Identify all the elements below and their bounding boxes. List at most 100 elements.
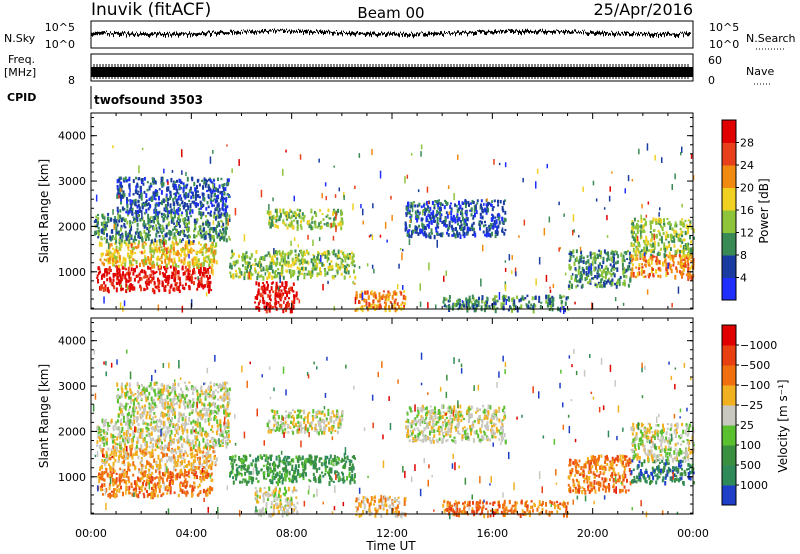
data-cell (118, 264, 120, 268)
nsky-sample (331, 31, 332, 33)
data-cell (420, 205, 423, 209)
data-cell (248, 256, 251, 259)
data-cell (302, 267, 305, 272)
data-cell (634, 257, 637, 262)
data-cell (197, 276, 199, 280)
data-cell (287, 254, 290, 260)
data-cell (448, 223, 451, 228)
nsky-sample (609, 32, 610, 35)
data-cell (151, 249, 154, 253)
data-cell (139, 270, 142, 273)
data-cell (142, 481, 144, 487)
data-cell (525, 303, 528, 306)
data-cell (419, 283, 421, 291)
data-cell (545, 299, 548, 304)
data-cell (196, 184, 198, 190)
nsky-sample (480, 30, 481, 34)
data-cell (173, 181, 176, 184)
nsky-sample (507, 30, 508, 32)
data-cell (191, 471, 193, 474)
data-cell (112, 470, 115, 474)
data-cell (443, 275, 445, 282)
data-cell (580, 275, 583, 281)
data-cell (195, 234, 198, 238)
data-cell (125, 218, 127, 221)
data-cell (311, 267, 314, 271)
data-cell (465, 300, 468, 309)
data-cell (683, 238, 686, 241)
nsky-sample (197, 33, 198, 36)
data-cell (649, 220, 652, 226)
data-cell (487, 201, 490, 207)
nsky-sample (433, 32, 434, 37)
data-cell (668, 262, 671, 266)
data-cell (343, 254, 346, 257)
data-cell (147, 281, 150, 285)
data-cell (578, 265, 581, 270)
nsky-sample (450, 33, 451, 36)
data-cell (448, 211, 450, 215)
data-cell (233, 264, 236, 267)
data-cell (153, 208, 156, 214)
data-cell (143, 494, 146, 499)
nsky-sample (482, 30, 483, 32)
nsky-sample (279, 30, 280, 32)
data-cell (168, 238, 171, 241)
data-cell (161, 224, 164, 230)
nsky-sample (678, 34, 679, 38)
colorbar-swatch (722, 277, 736, 301)
nsky-sample (494, 29, 495, 34)
data-cell (189, 235, 192, 239)
data-cell (598, 282, 601, 287)
data-cell (289, 269, 292, 275)
data-cell (207, 256, 210, 261)
data-cell (463, 220, 466, 226)
data-cell (164, 279, 167, 282)
data-cell (178, 473, 181, 479)
data-cell (533, 303, 535, 307)
data-cell (175, 241, 178, 245)
data-cell (173, 226, 176, 231)
data-cell (193, 261, 196, 266)
nsky-sample (584, 29, 585, 31)
data-cell (623, 283, 626, 287)
data-cell (154, 215, 157, 220)
nsky-sample (356, 31, 357, 35)
data-cell (247, 261, 250, 266)
data-cell (262, 256, 265, 260)
data-cell (235, 269, 237, 272)
data-cell (391, 214, 393, 221)
data-cell (454, 217, 456, 222)
data-cell (191, 209, 194, 214)
nsky-sample (419, 32, 420, 36)
data-cell (190, 241, 193, 244)
data-cell (466, 231, 469, 234)
data-cell (131, 202, 133, 206)
data-cell (285, 149, 287, 153)
data-cell (193, 200, 196, 205)
data-cell (643, 249, 646, 253)
data-cell (152, 276, 155, 281)
data-cell (217, 220, 220, 226)
data-cell (132, 473, 135, 477)
nsky-sample (417, 32, 418, 34)
data-cell (178, 259, 181, 263)
data-cell (632, 236, 635, 241)
nsky-sample (215, 31, 216, 34)
data-cell (127, 252, 129, 258)
data-cell (497, 212, 500, 217)
data-cell (366, 263, 369, 267)
data-cell (106, 251, 109, 256)
data-cell (246, 255, 249, 259)
data-cell (106, 224, 109, 228)
nsky-sample (115, 32, 116, 35)
data-cell (450, 210, 453, 216)
data-cell (384, 296, 387, 301)
data-cell (160, 239, 162, 242)
data-cell (177, 265, 180, 268)
nsky-sample (511, 29, 512, 33)
data-cell (284, 285, 287, 289)
nsky-sample (641, 32, 642, 34)
data-cell (675, 223, 678, 228)
data-cell (177, 207, 180, 212)
